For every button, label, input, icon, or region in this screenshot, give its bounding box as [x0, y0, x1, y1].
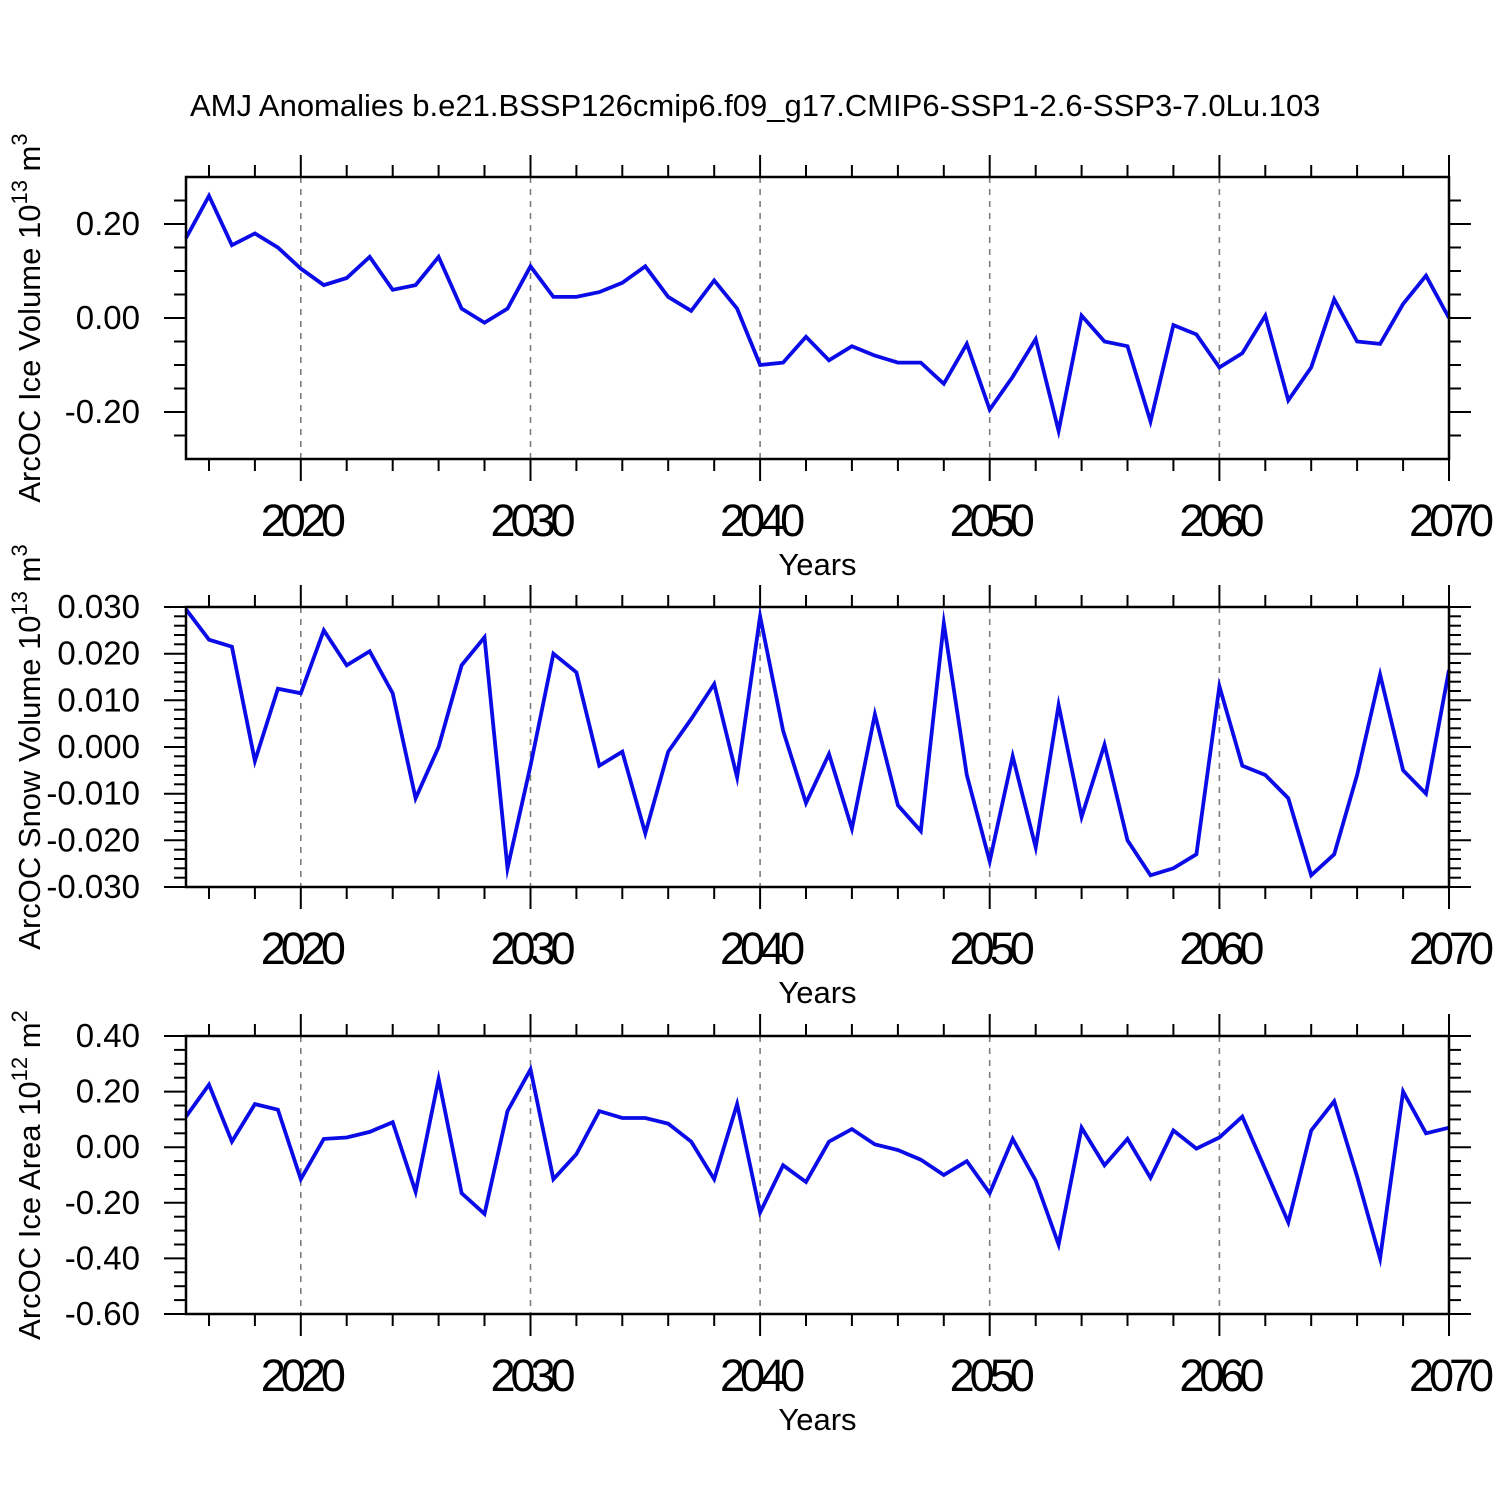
- y-tick-label: 0.030: [57, 588, 140, 625]
- y-tick-label: 0.020: [57, 635, 140, 672]
- plot-frame: [184, 175, 1451, 461]
- plot-frame: [184, 605, 1451, 889]
- y-axis-title: ArcOC Ice Area 1012 m2: [7, 1010, 47, 1340]
- x-tick-label: 2030: [490, 495, 574, 546]
- x-tick-label: 2070: [1409, 495, 1493, 546]
- x-axis-title: Years: [778, 975, 856, 1010]
- x-axis-title: Years: [778, 547, 856, 582]
- y-axis-title: ArcOC Ice Volume 1013 m3: [7, 133, 47, 502]
- y-tick-label: -0.010: [46, 775, 140, 812]
- x-tick-label: 2050: [950, 495, 1034, 546]
- x-tick-label: 2040: [720, 1350, 804, 1401]
- x-tick-label: 2060: [1179, 923, 1263, 974]
- x-tick-label: 2040: [720, 495, 804, 546]
- x-tick-label: 2040: [720, 923, 804, 974]
- x-tick-label: 2060: [1179, 1350, 1263, 1401]
- y-tick-label: 0.000: [57, 728, 140, 765]
- x-axis-title: Years: [778, 1402, 856, 1437]
- y-tick-label: -0.60: [65, 1295, 140, 1332]
- x-tick-label: 2070: [1409, 923, 1493, 974]
- y-tick-label: -0.20: [65, 393, 140, 430]
- x-tick-label: 2020: [261, 1350, 345, 1401]
- x-tick-label: 2050: [950, 923, 1034, 974]
- y-tick-label: -0.40: [65, 1239, 140, 1276]
- y-axis-title: ArcOC Snow Volume 1013 m3: [7, 544, 47, 949]
- x-tick-label: 2070: [1409, 1350, 1493, 1401]
- plot-frame: [184, 1034, 1451, 1316]
- chart-title: AMJ Anomalies b.e21.BSSP126cmip6.f09_g17…: [190, 88, 1321, 123]
- panel-arcoc-snow-volume: 2020 2030 2040 2050 2060 2070 0.030 0.020 0.010 0…: [7, 544, 1498, 1010]
- y-tick-label: -0.20: [65, 1184, 140, 1221]
- arcoc-snow-volume-line: [184, 605, 1451, 881]
- y-tick-label: 0.00: [76, 1128, 140, 1165]
- x-tick-label: 2060: [1179, 495, 1263, 546]
- x-tick-label: 2050: [950, 1350, 1034, 1401]
- x-tick-label: 2030: [490, 1350, 574, 1401]
- y-tick-label: 0.010: [57, 681, 140, 718]
- x-tick-label: 2020: [261, 495, 345, 546]
- y-tick-label: 0.00: [76, 299, 140, 336]
- x-tick-label: 2020: [261, 923, 345, 974]
- y-tick-label: 0.20: [76, 205, 140, 242]
- arcoc-ice-volume-line: [184, 191, 1451, 440]
- y-tick-label: 0.40: [76, 1017, 140, 1054]
- arcoc-ice-area-line: [184, 1063, 1450, 1268]
- panel-arcoc-ice-area: 2020 2030 2040 2050 2060 2070 0.40 0.20 0.00 -0.2…: [7, 1010, 1498, 1437]
- y-tick-label: 0.20: [76, 1073, 140, 1110]
- x-tick-label: 2030: [490, 923, 574, 974]
- panel-arcoc-ice-volume: 2020 2030 2040 2050 2060 2070 0.20 0.00 -0.20 Yea…: [7, 133, 1498, 582]
- y-tick-label: -0.020: [46, 821, 140, 858]
- y-tick-label: -0.030: [46, 868, 140, 905]
